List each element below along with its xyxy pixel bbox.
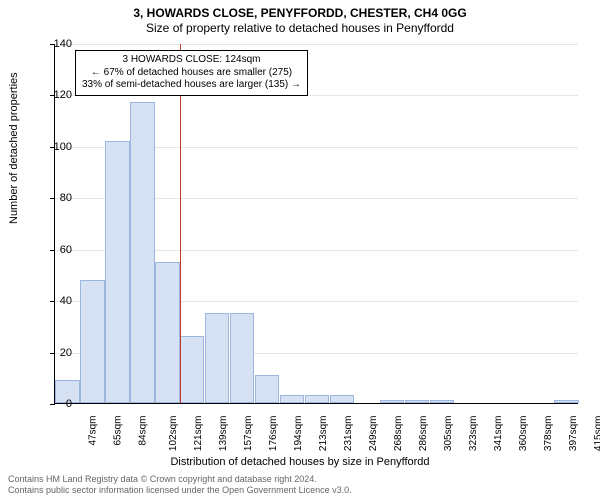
xtick-label: 305sqm (443, 416, 454, 452)
histogram-bar (230, 313, 254, 403)
xtick-label: 121sqm (193, 416, 204, 452)
histogram-bar (405, 400, 429, 403)
gridline (55, 95, 578, 96)
histogram-bar (305, 395, 329, 403)
annotation-line: ← 67% of detached houses are smaller (27… (82, 67, 301, 80)
histogram-bar (330, 395, 354, 403)
y-axis-label: Number of detached properties (8, 72, 20, 224)
xtick-label: 157sqm (243, 416, 254, 452)
xtick-label: 378sqm (543, 416, 554, 452)
page-title-1: 3, HOWARDS CLOSE, PENYFFORDD, CHESTER, C… (0, 6, 600, 20)
annotation-line: 33% of semi-detached houses are larger (… (82, 79, 301, 92)
xtick-label: 176sqm (268, 416, 279, 452)
ytick-label: 20 (32, 347, 72, 359)
ytick-label: 0 (32, 398, 72, 410)
xtick-label: 231sqm (343, 416, 354, 452)
ytick-label: 140 (32, 38, 72, 50)
gridline (55, 44, 578, 45)
annotation-box: 3 HOWARDS CLOSE: 124sqm← 67% of detached… (75, 50, 308, 96)
histogram-bar (255, 375, 279, 403)
xtick-label: 323sqm (468, 416, 479, 452)
ytick-label: 120 (32, 89, 72, 101)
page-title-2: Size of property relative to detached ho… (0, 21, 600, 35)
xtick-label: 102sqm (168, 416, 179, 452)
xtick-label: 341sqm (493, 416, 504, 452)
x-axis-label: Distribution of detached houses by size … (0, 456, 600, 468)
ytick-label: 60 (32, 244, 72, 256)
histogram-bar (280, 395, 304, 403)
histogram-bar (430, 400, 454, 403)
histogram-bar (380, 400, 404, 403)
xtick-label: 65sqm (113, 416, 124, 446)
histogram-bar (554, 400, 578, 403)
xtick-label: 286sqm (418, 416, 429, 452)
xtick-label: 213sqm (318, 416, 329, 452)
footer-attribution: Contains HM Land Registry data © Crown c… (8, 474, 352, 497)
histogram-bar (105, 141, 129, 403)
footer-line-1: Contains HM Land Registry data © Crown c… (8, 474, 352, 485)
xtick-label: 397sqm (568, 416, 579, 452)
xtick-label: 47sqm (88, 416, 99, 446)
xtick-label: 360sqm (518, 416, 529, 452)
histogram-bar (205, 313, 229, 403)
xtick-label: 194sqm (293, 416, 304, 452)
histogram-bar (155, 262, 179, 403)
histogram-bar (180, 336, 204, 403)
footer-line-2: Contains public sector information licen… (8, 485, 352, 496)
histogram-bar (130, 102, 154, 403)
histogram-bar (80, 280, 104, 403)
xtick-label: 139sqm (218, 416, 229, 452)
xtick-label: 268sqm (393, 416, 404, 452)
xtick-label: 249sqm (368, 416, 379, 452)
chart-plot-area: 3 HOWARDS CLOSE: 124sqm← 67% of detached… (54, 44, 578, 404)
ytick-label: 80 (32, 192, 72, 204)
ytick-label: 40 (32, 295, 72, 307)
ytick-label: 100 (32, 141, 72, 153)
annotation-line: 3 HOWARDS CLOSE: 124sqm (82, 54, 301, 67)
xtick-label: 415sqm (593, 416, 600, 452)
reference-line (180, 44, 181, 403)
xtick-label: 84sqm (138, 416, 149, 446)
